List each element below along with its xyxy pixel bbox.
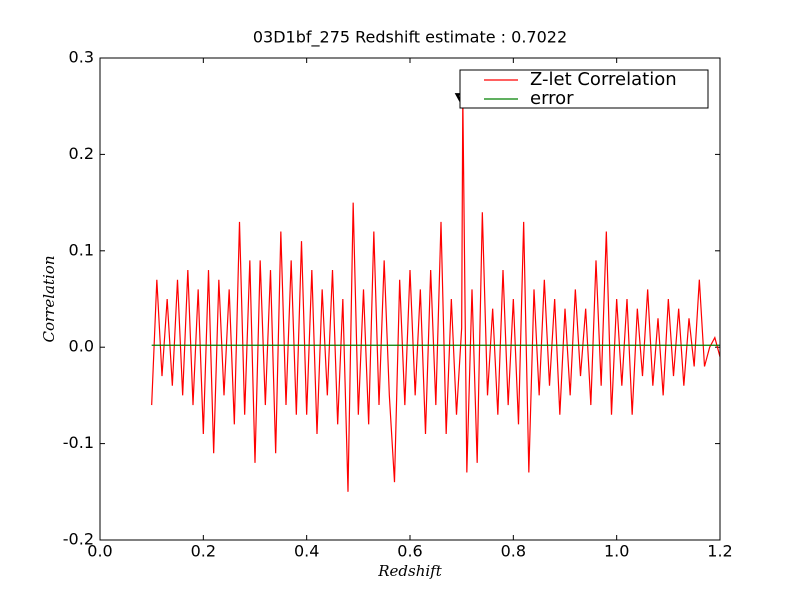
x-tick-label: 0.0 bbox=[87, 542, 112, 561]
x-tick-label: 0.4 bbox=[294, 542, 319, 561]
y-tick-label: -0.1 bbox=[63, 433, 94, 452]
y-tick-label: 0.0 bbox=[69, 337, 94, 356]
series-line bbox=[151, 96, 721, 492]
x-axis-label: Redshift bbox=[377, 562, 442, 580]
y-axis-label: Correlation bbox=[40, 256, 58, 343]
axes-frame bbox=[99, 57, 721, 541]
legend-box bbox=[459, 69, 709, 109]
x-tick-label: 0.8 bbox=[501, 542, 526, 561]
x-tick-label: 0.2 bbox=[191, 542, 216, 561]
x-tick-label: 1.2 bbox=[707, 542, 732, 561]
y-tick-label: 0.1 bbox=[69, 240, 94, 259]
x-tick-label: 0.6 bbox=[397, 542, 422, 561]
legend-label: Z-let Correlation bbox=[530, 69, 677, 90]
y-tick-label: 0.2 bbox=[69, 144, 94, 163]
chart-title: 03D1bf_275 Redshift estimate : 0.7022 bbox=[253, 28, 567, 48]
legend-label: error bbox=[530, 88, 574, 109]
y-tick-label: 0.3 bbox=[69, 48, 94, 67]
y-tick-label: -0.2 bbox=[63, 530, 94, 549]
x-tick-label: 1.0 bbox=[604, 542, 629, 561]
